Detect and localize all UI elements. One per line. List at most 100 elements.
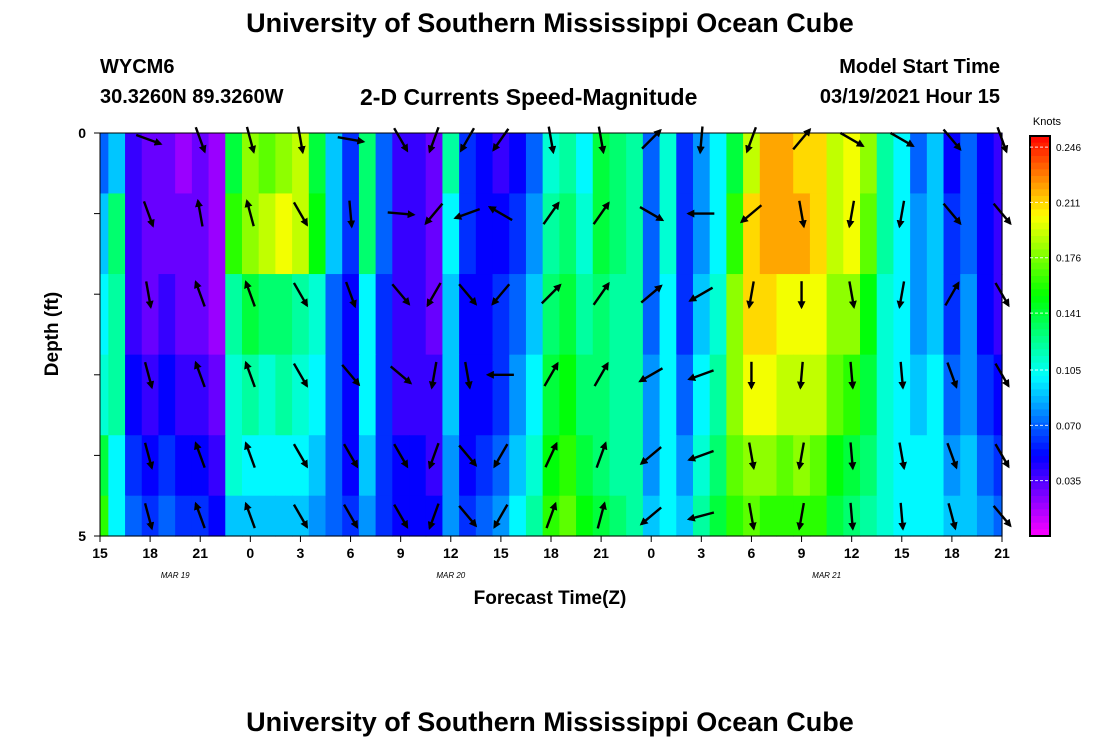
heatmap-cell [642,435,661,497]
heatmap-cell [108,495,126,537]
heatmap-cell [726,133,744,195]
heatmap-cell [409,354,427,436]
heatmap-cell [258,495,276,537]
heatmap-cell [876,133,895,195]
heatmap-cell [726,495,744,537]
heatmap-cell [726,193,744,275]
heatmap-cell [225,193,243,275]
x-tick-label: 12 [443,545,459,561]
colorbar-swatch [1030,509,1050,517]
colorbar-swatch [1030,416,1050,424]
current-arrow [597,126,607,155]
current-arrow [427,442,440,470]
current-arrow [143,502,155,531]
heatmap-cell [576,495,594,537]
heatmap-cell [158,193,176,275]
footer-title: University of Southern Mississippi Ocean… [246,707,854,737]
current-arrow [194,360,206,388]
colorbar-swatch [1030,529,1050,537]
x-tick-label: 9 [798,545,806,561]
heatmap-cell [943,435,961,497]
heatmap-cell [926,133,945,195]
colorbar-swatch [1030,222,1050,230]
heatmap-cell [893,354,911,436]
heatmap-cell [275,495,293,537]
heatmap-cell [409,435,427,497]
heatmap-cell [809,133,828,195]
heatmap-cell [626,274,644,356]
current-arrow [244,280,256,307]
colorbar-swatch [1030,289,1050,297]
heatmap-cell [358,193,377,275]
heatmap-cell [459,274,477,356]
current-arrow [344,281,357,309]
heatmap-cell [542,274,560,356]
x-tick-label: 15 [493,545,509,561]
colorbar-swatch [1030,242,1050,250]
heatmap-cell [358,354,377,436]
heatmap-cell [609,495,627,537]
heatmap-cell [308,435,327,497]
x-tick-label: 0 [647,545,655,561]
heatmap-cell [692,274,711,356]
current-arrow [796,502,805,531]
current-arrow [491,283,511,306]
current-arrow [393,127,409,153]
heatmap-cell [993,354,1003,436]
heatmap-cell [576,435,594,497]
colorbar-swatch [1030,376,1050,384]
heatmap-cell [910,495,928,537]
heatmap-cell [375,435,393,497]
heatmap-cell [826,193,844,275]
heatmap-cell [241,354,260,436]
heatmap-cell [609,435,627,497]
heatmap-cell [926,354,945,436]
model-start-value: 03/19/2021 Hour 15 [819,86,1000,108]
current-arrow [458,283,478,306]
heatmap-cell [793,435,811,497]
heatmap-cell [308,193,327,275]
heatmap-cell [659,354,677,436]
current-arrow [796,442,805,471]
colorbar-unit: Knots [1033,116,1062,128]
heatmap-cell [576,193,594,275]
colorbar-swatch [1030,436,1050,444]
colorbar-swatch [1030,196,1050,204]
current-arrow [688,286,714,302]
heatmap-cell [475,133,494,195]
heatmap-cell [743,193,761,275]
current-arrow [540,283,562,305]
current-arrow [547,126,557,155]
heatmap-cell [275,274,293,356]
heatmap-cell [559,354,577,436]
heatmap-cell [141,193,160,275]
current-arrow [145,281,154,309]
heatmap-cell [960,435,978,497]
current-arrow [748,502,757,531]
heatmap-cell [191,274,210,356]
heatmap-cell [776,274,794,356]
heatmap-cell [976,193,995,275]
colorbar-swatch [1030,156,1050,164]
current-arrow [898,502,907,531]
heatmap-cell [308,274,327,356]
colorbar-swatch [1030,182,1050,190]
heatmap-cell [208,274,226,356]
model-start-label: Model Start Time [839,56,1000,78]
heatmap-cell [258,193,276,275]
y-tick-label: 5 [78,528,86,544]
current-arrow [592,281,610,306]
heatmap-cell [542,354,560,436]
heatmap-cell [258,274,276,356]
colorbar-swatch [1030,469,1050,477]
heatmap-cell [342,193,360,275]
heatmap-cell [910,133,928,195]
heatmap-cell [409,495,427,537]
current-arrow [947,502,958,531]
current-arrow [143,361,155,390]
heatmap-cell [709,495,727,537]
heatmap-cell [492,435,510,497]
colorbar-swatch [1030,202,1050,210]
heatmap-cell [108,193,126,275]
heatmap-cell [100,354,109,436]
